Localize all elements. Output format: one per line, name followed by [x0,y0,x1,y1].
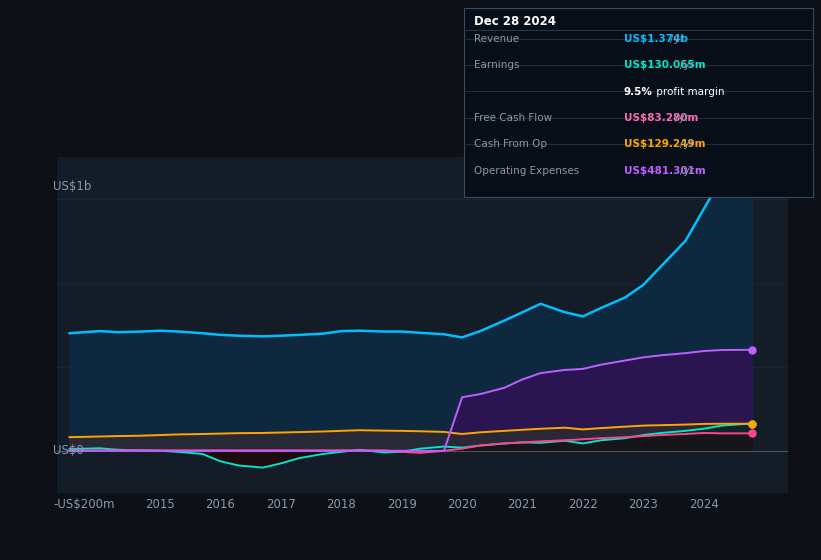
Text: profit margin: profit margin [653,87,724,97]
Text: /yr: /yr [680,60,694,71]
Text: US$83.280m: US$83.280m [624,113,699,123]
Text: Dec 28 2024: Dec 28 2024 [474,15,556,28]
Text: Operating Expenses: Operating Expenses [474,166,579,176]
Text: -US$200m: -US$200m [53,498,115,511]
Text: /yr: /yr [680,139,694,150]
Text: Revenue: Revenue [474,34,519,44]
Text: US$0: US$0 [53,444,84,458]
Text: /yr: /yr [670,34,684,44]
Text: Earnings: Earnings [474,60,519,71]
Text: Cash From Op: Cash From Op [474,139,547,150]
Text: US$481.301m: US$481.301m [624,166,706,176]
Text: US$1b: US$1b [53,180,92,193]
Text: US$129.249m: US$129.249m [624,139,705,150]
Text: /yr: /yr [680,166,694,176]
Text: /yr: /yr [675,113,689,123]
Text: 9.5%: 9.5% [624,87,653,97]
Text: US$130.065m: US$130.065m [624,60,705,71]
Text: US$1.374b: US$1.374b [624,34,688,44]
Text: Free Cash Flow: Free Cash Flow [474,113,552,123]
